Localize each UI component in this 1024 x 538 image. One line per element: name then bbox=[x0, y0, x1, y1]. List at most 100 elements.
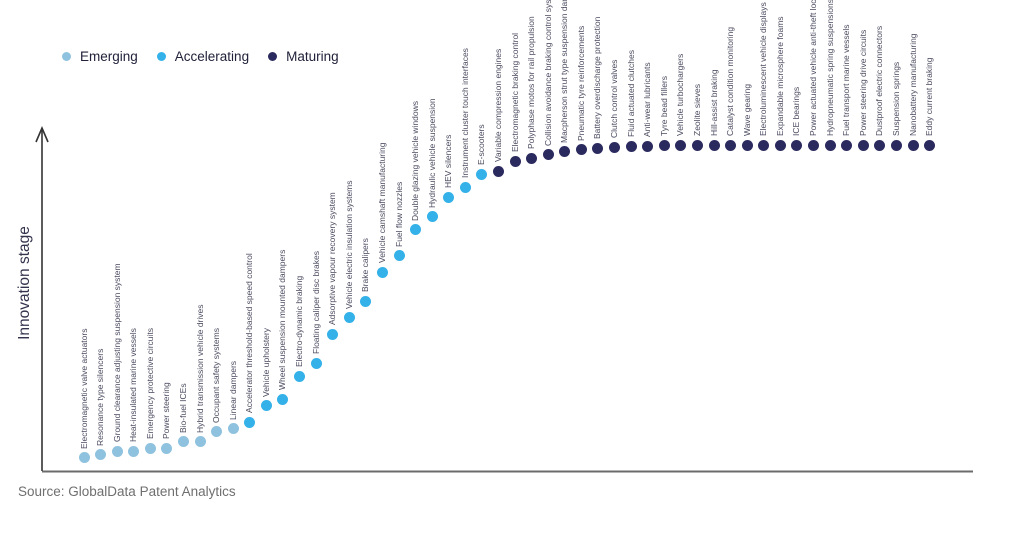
data-point-label: Tyre bead fillers bbox=[658, 76, 669, 136]
data-point-label: HEV silencers bbox=[443, 134, 454, 189]
data-point bbox=[327, 328, 339, 340]
data-point-label: Wheel suspension mounted dampers bbox=[277, 249, 288, 391]
data-point-label: Hydropneumatic spring suspensions bbox=[824, 0, 835, 136]
data-point bbox=[658, 139, 670, 151]
data-point bbox=[575, 144, 587, 156]
data-point-label: Brake calipers bbox=[360, 238, 371, 293]
data-point bbox=[857, 139, 869, 151]
data-point bbox=[625, 140, 637, 152]
data-point bbox=[924, 139, 936, 151]
data-point-label: Eddy current braking bbox=[924, 57, 935, 136]
data-point bbox=[343, 312, 355, 324]
data-point-label: Pneumatic tyre reinforcements bbox=[575, 25, 586, 141]
data-point bbox=[459, 181, 471, 193]
data-point bbox=[128, 445, 140, 457]
data-point bbox=[708, 139, 720, 151]
data-point bbox=[493, 165, 504, 177]
data-point bbox=[144, 442, 156, 454]
data-point bbox=[211, 426, 223, 438]
data-point-label: Battery overdischarge protection bbox=[592, 16, 603, 140]
data-point bbox=[642, 140, 654, 152]
maturing-dot-icon bbox=[268, 52, 278, 61]
legend-item-emerging: Emerging bbox=[62, 49, 138, 64]
data-point-label: Catalyst condition monitoring bbox=[725, 26, 736, 136]
legend-label: Accelerating bbox=[174, 49, 250, 64]
data-point-label: Resonance type silencers bbox=[95, 348, 106, 446]
data-point-label: Fuel flow nozzles bbox=[393, 181, 404, 247]
data-point bbox=[443, 191, 455, 203]
data-point bbox=[609, 141, 621, 153]
data-point-label: Bio-fuel ICEs bbox=[177, 383, 188, 433]
data-point-label: Suspension springs bbox=[890, 61, 901, 136]
data-point-label: Anti-wear lubricants bbox=[642, 62, 653, 138]
emerging-dot-icon bbox=[62, 52, 71, 61]
data-point-label: Clutch control valves bbox=[609, 59, 620, 139]
data-point bbox=[758, 139, 770, 151]
data-point bbox=[161, 442, 173, 454]
data-point-label: Fuel transport marine vessels bbox=[841, 24, 852, 137]
data-point bbox=[294, 370, 306, 382]
data-point bbox=[808, 139, 820, 151]
data-point bbox=[890, 139, 902, 151]
data-point bbox=[874, 139, 886, 151]
data-point bbox=[791, 139, 803, 151]
data-point bbox=[111, 445, 123, 457]
data-point-label: Vehicle upholstery bbox=[260, 327, 271, 397]
data-point-label: Vehicle turbochargers bbox=[675, 53, 686, 136]
data-point bbox=[691, 139, 703, 151]
data-point bbox=[227, 423, 239, 435]
data-point-label: Instrument cluster touch interfaces bbox=[459, 48, 470, 179]
legend-item-accelerating: Accelerating bbox=[156, 49, 250, 64]
data-point-label: Electroluminescent vehicle displays bbox=[758, 2, 769, 136]
source-caption: Source: GlobalData Patent Analytics bbox=[18, 484, 236, 499]
data-point-label: Dustproof electric connectors bbox=[874, 25, 885, 136]
legend-label: Maturing bbox=[286, 49, 339, 64]
data-point-label: Macpherson strut type suspension damper bbox=[559, 0, 570, 143]
data-point bbox=[78, 452, 90, 464]
data-point-label: Power actuated vehicle anti-theft locks bbox=[808, 0, 819, 136]
data-point bbox=[95, 449, 107, 461]
legend-label: Emerging bbox=[80, 49, 138, 64]
data-point-label: Floating caliper disc brakes bbox=[310, 251, 321, 355]
data-point bbox=[675, 139, 687, 151]
y-axis-arrow-icon bbox=[35, 125, 49, 143]
data-point-label: E-scooters bbox=[476, 124, 487, 166]
data-point-label: Ground clearance adjusting suspension sy… bbox=[111, 263, 122, 443]
data-point-label: ICE bearings bbox=[791, 86, 802, 136]
data-point bbox=[841, 139, 853, 151]
data-point bbox=[741, 139, 753, 151]
data-point-label: Electromagnetic valve actuators bbox=[78, 328, 89, 449]
data-point bbox=[410, 224, 422, 236]
data-point bbox=[509, 155, 521, 167]
data-point-label: Hydraulic vehicle suspension bbox=[426, 98, 437, 208]
data-point bbox=[177, 436, 189, 448]
data-point bbox=[426, 211, 438, 223]
data-point bbox=[526, 152, 538, 164]
accelerating-dot-icon bbox=[156, 52, 166, 61]
data-point-label: Fluid actuated clutches bbox=[625, 50, 636, 138]
data-point bbox=[376, 266, 388, 278]
data-point-label: Polyphase motos for rail propulsion bbox=[526, 16, 537, 150]
data-point-label: Variable compression engines bbox=[493, 48, 503, 163]
data-point-label: Double glazing vehicle windows bbox=[410, 100, 421, 221]
data-point bbox=[774, 139, 786, 151]
data-point-label: Vehicle electric insulation systems bbox=[343, 180, 354, 309]
data-point-label: Accelerator threshold-based speed contro… bbox=[244, 253, 255, 414]
data-point-label: Emergency protective circuits bbox=[144, 328, 155, 440]
data-point-label: Hybrid transmission vehicle drives bbox=[194, 304, 205, 433]
data-point-label: Nanobattery manufacturing bbox=[907, 33, 918, 136]
data-point-label: Linear dampers bbox=[227, 360, 238, 420]
data-point-label: Electro-dynamic braking bbox=[294, 276, 305, 368]
data-point-label: Electromagnetic braking control bbox=[509, 33, 520, 153]
data-point-label: Power steering bbox=[161, 382, 172, 440]
data-point-label: Hill-assist braking bbox=[708, 69, 719, 136]
data-point-label: Vehicle camshaft manufacturing bbox=[376, 142, 387, 264]
data-point-label: Wave gearing bbox=[741, 83, 752, 136]
data-point-label: Heat-insulated marine vessels bbox=[128, 328, 139, 443]
data-point-label: Power steering drive circuits bbox=[857, 29, 868, 136]
legend: Emerging Accelerating Maturing bbox=[62, 49, 339, 64]
data-point-label: Collision avoidance braking control syst… bbox=[542, 0, 553, 146]
data-point bbox=[393, 250, 405, 262]
